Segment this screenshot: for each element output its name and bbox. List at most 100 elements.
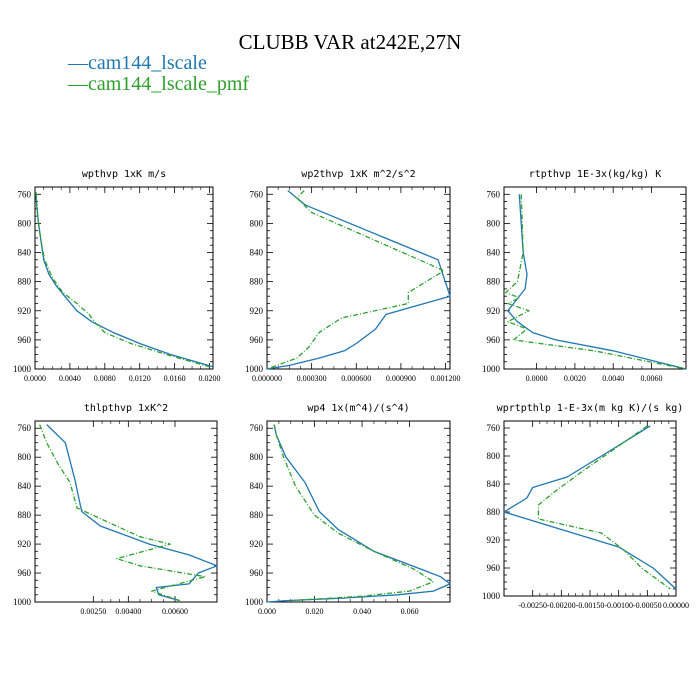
series-line-lscale-pmf [505,194,687,370]
x-tick-label: -0.00100 [604,601,633,610]
series-line-lscale-pmf [273,424,435,602]
y-tick-label: 760 [18,423,32,433]
legend-label: cam144_lscale_pmf [88,73,250,95]
y-tick-label: 800 [250,452,264,462]
panel-frame [266,420,451,603]
y-tick-label: 880 [487,507,501,517]
x-tick-label: 0.0200 [199,374,221,383]
y-tick-label: 800 [18,218,32,228]
y-tick-label: 1000 [482,364,501,374]
x-tick-label: 0.000300 [297,374,327,383]
x-tick-label: 0.000900 [386,374,416,383]
y-tick-label: 800 [18,452,32,462]
y-tick-label: 1000 [13,597,32,607]
y-tick-label: 880 [250,277,264,287]
panel-title: rtpthvp 1E-3x(kg/kg) K [529,169,661,180]
y-tick-label: 920 [250,306,264,316]
y-tick-label: 960 [250,335,264,345]
legend-entry-lscale-pmf: — cam144_lscale_pmf [68,73,249,95]
x-tick-label: 0.0000 [24,374,46,383]
y-tick-label: 880 [18,510,32,520]
panel-frame [503,186,687,370]
x-tick-label: 0.00250 [80,607,106,616]
panel-frame [266,186,451,370]
panel-title: wp2thvp 1xK m^2/s^2 [301,169,415,180]
x-tick-label: 0.00400 [115,607,141,616]
series-line-lscale [35,192,214,368]
series-line-lscale [507,194,687,370]
x-tick-label: 0.0040 [602,374,624,383]
x-tick-label: 0.001200 [431,374,461,383]
x-tick-label: 0.0160 [164,374,186,383]
legend-label: cam144_lscale [88,52,207,74]
panel-title: wprtpthlp 1-E-3x(m kg K)/(s kg) [497,403,684,414]
x-tick-label: 0.0080 [94,374,116,383]
series-line-lscale-pmf [39,424,206,602]
y-tick-label: 920 [18,306,32,316]
series-line-lscale [266,424,451,603]
panel-title: thlpthvp 1xK^2 [84,403,168,414]
y-tick-label: 760 [487,189,501,199]
y-tick-label: 1000 [245,597,264,607]
x-tick-label: -0.00050 [633,601,662,610]
x-tick-label: 0.0120 [129,374,151,383]
panel-title: wpthvp 1xK m/s [82,169,166,180]
y-tick-label: 920 [487,306,501,316]
panel-title: wp4 1x(m^4)/(s^4) [307,403,409,414]
y-tick-label: 960 [487,563,501,573]
x-tick-label: 0.0060 [641,374,663,383]
y-tick-label: 960 [250,568,264,578]
y-tick-label: 960 [18,568,32,578]
y-tick-label: 800 [487,451,501,461]
y-tick-label: 880 [250,510,264,520]
y-tick-label: 920 [18,539,32,549]
y-tick-label: 840 [18,248,32,258]
legend-line-icon: — [68,52,88,74]
panel-frame [503,420,677,597]
y-tick-label: 840 [487,479,501,489]
y-tick-label: 760 [250,189,264,199]
y-tick-label: 1000 [482,591,501,601]
x-tick-label: 0.0020 [564,374,586,383]
x-tick-label: 0.00600 [162,607,188,616]
y-tick-label: 1000 [245,364,264,374]
legend-line-icon: — [68,73,88,95]
y-tick-label: 920 [487,535,501,545]
y-tick-label: 840 [487,248,501,258]
series-line-lscale [503,425,677,590]
x-tick-label: 0.0000 [526,374,548,383]
y-tick-label: 760 [250,423,264,433]
y-tick-label: 840 [18,481,32,491]
y-tick-label: 760 [487,423,501,433]
y-tick-label: 920 [250,539,264,549]
x-tick-label: 0.040 [353,607,371,616]
series-line-lscale [266,190,451,370]
x-tick-label: 0.000600 [341,374,371,383]
y-tick-label: 1000 [13,364,32,374]
x-tick-label: 0.060 [401,607,419,616]
y-tick-label: 800 [250,218,264,228]
y-tick-label: 840 [250,481,264,491]
panel-frame [34,186,214,370]
x-tick-label: 0.0040 [59,374,81,383]
x-tick-label: 0.000000 [252,374,282,383]
y-tick-label: 880 [487,277,501,287]
x-tick-label: 0.00000 [663,601,689,610]
y-tick-label: 880 [18,277,32,287]
figure-title: CLUBB VAR at242E,27N [238,30,462,54]
series-line-lscale-pmf [537,425,671,590]
panel-frame [34,420,218,603]
series-line-lscale-pmf [266,190,445,370]
y-tick-label: 840 [250,248,264,258]
y-tick-label: 760 [18,189,32,199]
x-tick-label: -0.00200 [547,601,576,610]
x-tick-label: 0.000 [258,607,276,616]
x-tick-label: 0.020 [306,607,324,616]
series-line-lscale [46,424,218,602]
x-tick-label: -0.00250 [518,601,547,610]
y-tick-label: 800 [487,218,501,228]
y-tick-label: 960 [487,335,501,345]
legend-entry-lscale: — cam144_lscale [68,52,207,74]
y-tick-label: 960 [18,335,32,345]
